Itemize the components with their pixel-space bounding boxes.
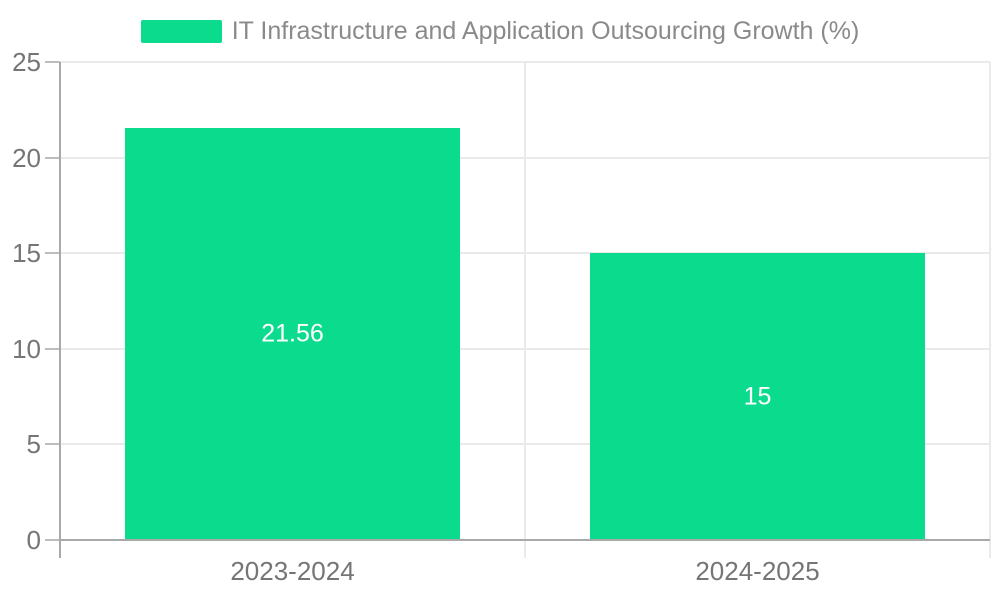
y-tick-label: 10: [12, 333, 41, 364]
x-tick-label: 2024-2025: [695, 556, 820, 586]
y-tick-label: 15: [12, 238, 41, 269]
y-tick-label: 0: [26, 525, 41, 555]
y-axis-line: [59, 62, 61, 558]
plot-right-border: [989, 62, 991, 558]
x-tick-label: 2023-2024: [230, 556, 355, 586]
y-axis-tick: [45, 347, 60, 350]
chart-legend[interactable]: IT Infrastructure and Application Outsou…: [0, 19, 1000, 44]
y-tick-label: 25: [12, 47, 41, 77]
y-axis-tick: [45, 539, 60, 541]
y-axis-tick: [45, 156, 60, 159]
x-axis-line: [60, 539, 990, 541]
y-tick-label: 20: [12, 142, 41, 173]
y-tick-label: 5: [26, 429, 41, 460]
bar-value-label: 21.56: [261, 319, 324, 348]
legend-swatch: [140, 20, 222, 43]
y-axis-tick: [45, 252, 60, 255]
bar-value-label: 15: [743, 382, 772, 410]
bar-2023-2024[interactable]: [125, 128, 460, 540]
y-axis-tick: [45, 61, 60, 63]
y-axis-tick: [45, 443, 60, 446]
legend-label: IT Infrastructure and Application Outsou…: [231, 17, 860, 45]
gridline-vertical: [524, 62, 526, 558]
bar-2024-2025[interactable]: [590, 253, 925, 540]
